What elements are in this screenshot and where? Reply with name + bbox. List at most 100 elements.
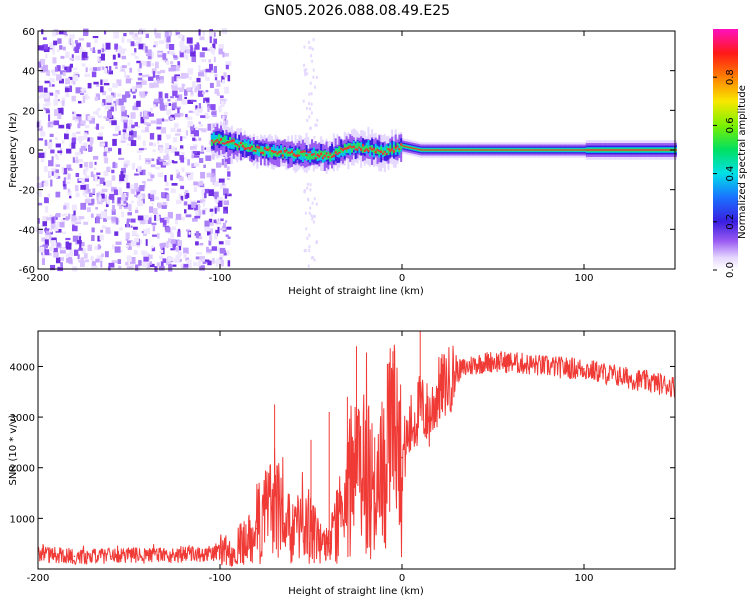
heatmap-cell [47,193,51,198]
heatmap-cell [153,98,160,103]
heatmap-cell [219,95,224,99]
heatmap-cell [82,142,88,149]
heatmap-cell [312,68,315,72]
heatmap-cell [195,241,199,246]
heatmap-cell [84,165,89,172]
heatmap-cell [168,264,172,268]
heatmap-cell [41,181,44,188]
heatmap-cell [197,234,202,239]
heatmap-cell [309,142,312,146]
heatmap-cell [198,205,201,209]
heatmap-cell [120,48,127,52]
heatmap-cell [168,103,172,106]
heatmap-cell [53,247,58,253]
heatmap-cell [45,70,50,76]
heatmap-cell [189,76,192,80]
heatmap-cell [43,107,46,110]
heatmap-cell [391,140,394,156]
heatmap-cell [620,149,623,151]
heatmap-cell [153,81,159,88]
heatmap-cell [306,72,309,76]
heatmap-cell [217,246,220,252]
heatmap-cell [131,52,137,56]
heatmap-cell [194,85,198,93]
heatmap-cell [59,247,66,254]
heatmap-cell [267,148,270,158]
heatmap-cell [169,43,175,50]
heatmap-cell [558,149,561,151]
heatmap-cell [75,156,78,163]
heatmap-cell [131,162,136,170]
heatmap-cell [89,47,93,51]
heatmap-cell [91,71,97,78]
heatmap-cell [175,32,181,35]
heatmap-cell [269,149,272,155]
heatmap-cell [134,194,137,197]
heatmap-cell [196,113,200,116]
snr-point [619,375,622,378]
heatmap-cell [221,79,225,84]
heatmap-cell [164,149,169,154]
heatmap-cell [175,76,181,79]
heatmap-cell [185,214,192,218]
heatmap-cell [190,45,193,53]
heatmap-cell [249,147,252,150]
heatmap-cell [136,100,141,107]
heatmap-cell [154,196,160,200]
heatmap-cell [221,75,225,83]
heatmap-cell [141,129,145,133]
heatmap-cell [185,130,189,136]
heatmap-cell [195,105,198,109]
heatmap-cell [225,239,231,246]
heatmap-cell [276,146,279,156]
heatmap-cell [211,111,217,116]
heatmap-cell [70,38,74,44]
heatmap-cell [102,225,106,229]
heatmap-cell [584,149,586,151]
heatmap-cell [199,242,204,246]
heatmap-cell [363,149,366,153]
heatmap-cell [47,231,53,235]
heatmap-cell [213,38,218,44]
heatmap-cell [215,229,218,237]
heatmap-cell [252,149,255,152]
heatmap-cell [385,146,388,151]
heatmap-cell [157,71,161,74]
heatmap-cell [315,202,318,206]
heatmap-cell [125,133,130,139]
heatmap-cell [465,149,468,151]
heatmap-cell [89,67,93,72]
heatmap-cell [478,149,481,151]
heatmap-cell [202,72,207,77]
heatmap-cell [152,234,158,237]
heatmap-cell [367,147,370,152]
heatmap-cell [220,137,222,145]
y-tick-label: 20 [22,106,35,117]
heatmap-cell [97,49,101,54]
snr-point [146,554,148,557]
heatmap-cell [60,107,64,114]
heatmap-cell [260,151,263,154]
snr-point [337,517,340,520]
heatmap-cell [307,151,310,154]
heatmap-cell [447,149,450,151]
heatmap-cell [224,193,228,199]
heatmap-cell [63,184,67,190]
heatmap-cell [369,145,372,157]
heatmap-cell [36,67,42,71]
heatmap-cell [542,149,545,151]
heatmap-cell [79,242,82,250]
heatmap-cell [96,109,99,116]
heatmap-cell [80,88,87,92]
heatmap-cell [202,30,205,36]
spectrogram-x-label: Height of straight line (km) [288,286,424,297]
heatmap-cell [51,84,55,87]
heatmap-cell [183,201,188,206]
heatmap-cell [112,244,115,250]
heatmap-cell [316,118,319,122]
heatmap-cell [454,149,457,151]
heatmap-cell [640,149,643,151]
heatmap-cell [179,176,184,182]
heatmap-cell [76,116,82,121]
snr-point [319,540,321,542]
